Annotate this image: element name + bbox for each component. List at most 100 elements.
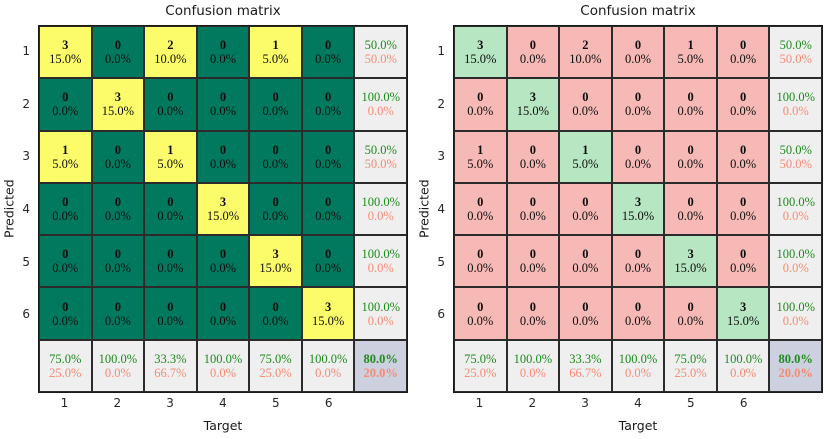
cell-count: 0	[529, 299, 536, 314]
x-tick-6: 6	[324, 396, 333, 410]
cell-count: 1	[167, 142, 174, 157]
cell-r2-c2: 3 15.0%	[506, 78, 560, 131]
cell-count: 1	[582, 142, 589, 157]
cell-count: 0	[582, 247, 589, 262]
cell-percent: 15.0%	[259, 261, 292, 276]
y-tick-1: 1	[22, 44, 30, 59]
summary-incorrect-percent: 0.0%	[315, 365, 342, 380]
summary-correct-percent: 50.0%	[364, 38, 397, 53]
col-summary-5: 75.0% 25.0%	[249, 339, 302, 392]
cell-r3-c5: 0 0.0%	[249, 130, 302, 183]
cell-percent: 0.0%	[209, 156, 237, 171]
cell-r1-c1: 3 15.0%	[39, 26, 92, 79]
x-tick-4: 4	[634, 396, 642, 410]
cell-r1-c5: 1 5.0%	[664, 26, 717, 79]
cell-r2-c3: 0 0.0%	[559, 78, 612, 131]
cell-r3-c1: 1 5.0%	[39, 130, 92, 183]
cell-r2-c2: 3 15.0%	[91, 78, 145, 131]
summary-correct-percent: 75.0%	[49, 351, 82, 366]
cell-count: 0	[740, 142, 747, 157]
summary-incorrect-percent: 20.0%	[778, 365, 813, 380]
cell-count: 0	[529, 38, 536, 53]
cell-count: 0	[167, 247, 174, 262]
cell-count: 0	[477, 299, 484, 314]
summary-incorrect-percent: 25.0%	[674, 365, 707, 380]
cell-count: 1	[477, 142, 484, 157]
cell-r4-c1: 0 0.0%	[39, 182, 92, 236]
cell-r5-c1: 0 0.0%	[454, 235, 507, 288]
cell-r4-c6: 0 0.0%	[301, 182, 355, 236]
cell-r1-c4: 0 0.0%	[611, 26, 665, 79]
cell-count: 3	[62, 38, 69, 53]
cell-percent: 0.0%	[624, 104, 652, 119]
row-summary-3: 50.0% 50.0%	[354, 130, 407, 183]
summary-incorrect-percent: 0.0%	[624, 365, 652, 380]
cell-percent: 0.0%	[209, 52, 237, 67]
cell-count: 0	[325, 90, 332, 105]
row-summary-1: 50.0% 50.0%	[769, 26, 822, 79]
summary-correct-percent: 100.0%	[776, 194, 815, 209]
cell-percent: 0.0%	[104, 208, 131, 223]
summary-correct-percent: 80.0%	[363, 351, 398, 366]
x-tick-3: 3	[581, 396, 589, 410]
row-summary-2: 100.0% 0.0%	[354, 78, 407, 131]
y-tick-3: 3	[22, 149, 30, 164]
corner-accuracy: 80.0% 20.0%	[769, 339, 822, 392]
cell-r4-c2: 0 0.0%	[91, 182, 145, 236]
cell-percent: 0.0%	[730, 208, 757, 223]
col-summary-6: 100.0% 0.0%	[301, 339, 355, 392]
cell-count: 0	[529, 194, 536, 209]
y-tick-6: 6	[22, 307, 30, 322]
cell-r5-c3: 0 0.0%	[559, 235, 612, 288]
cell-percent: 0.0%	[315, 261, 342, 276]
cell-count: 0	[687, 299, 694, 314]
y-tick-2: 2	[437, 96, 445, 111]
summary-incorrect-percent: 25.0%	[49, 365, 82, 380]
x-tick-1: 1	[60, 396, 69, 410]
cell-count: 0	[582, 194, 589, 209]
cell-count: 0	[167, 299, 174, 314]
cell-r4-c4: 3 15.0%	[196, 182, 250, 236]
cell-percent: 15.0%	[311, 313, 345, 328]
cell-r6-c2: 0 0.0%	[91, 287, 145, 340]
summary-incorrect-percent: 0.0%	[782, 313, 809, 328]
summary-correct-percent: 33.3%	[569, 351, 602, 366]
x-axis-label: Target	[203, 418, 243, 433]
cell-r2-c6: 0 0.0%	[301, 78, 355, 131]
cell-percent: 5.0%	[572, 156, 599, 171]
cell-percent: 0.0%	[519, 156, 546, 171]
summary-correct-percent: 75.0%	[259, 351, 292, 366]
summary-incorrect-percent: 25.0%	[464, 365, 497, 380]
cell-count: 3	[114, 90, 121, 105]
cell-count: 0	[529, 247, 536, 262]
row-summary-5: 100.0% 0.0%	[769, 235, 822, 288]
cell-count: 0	[477, 247, 484, 262]
cell-percent: 0.0%	[209, 104, 237, 119]
cell-r2-c5: 0 0.0%	[249, 78, 302, 131]
x-axis-ticks: 1 2 3 4 5 6	[38, 396, 408, 412]
chart-title: Confusion matrix	[165, 3, 281, 19]
cell-percent: 0.0%	[209, 261, 237, 276]
summary-correct-percent: 100.0%	[723, 351, 763, 366]
cell-percent: 0.0%	[157, 261, 184, 276]
y-tick-5: 5	[22, 254, 30, 269]
cell-percent: 0.0%	[52, 313, 79, 328]
cell-count: 0	[634, 247, 642, 262]
cell-count: 0	[529, 142, 536, 157]
cell-r1-c2: 0 0.0%	[506, 26, 560, 79]
cell-count: 0	[167, 90, 174, 105]
summary-incorrect-percent: 0.0%	[367, 261, 394, 276]
cell-r6-c5: 0 0.0%	[249, 287, 302, 340]
cell-percent: 15.0%	[49, 52, 82, 67]
y-tick-1: 1	[437, 44, 445, 59]
x-axis-label: Target	[618, 418, 658, 433]
cell-r3-c4: 0 0.0%	[196, 130, 250, 183]
cell-count: 0	[219, 247, 227, 262]
cell-percent: 0.0%	[315, 52, 342, 67]
cell-count: 0	[62, 299, 69, 314]
cell-percent: 0.0%	[677, 208, 704, 223]
matrix-grid: 3 15.0% 0 0.0% 2 10.0% 0 0.0% 1 5.0% 0 0.0% 50.0% 50.…	[453, 25, 823, 393]
cell-percent: 0.0%	[730, 52, 757, 67]
cell-count: 3	[687, 247, 694, 262]
